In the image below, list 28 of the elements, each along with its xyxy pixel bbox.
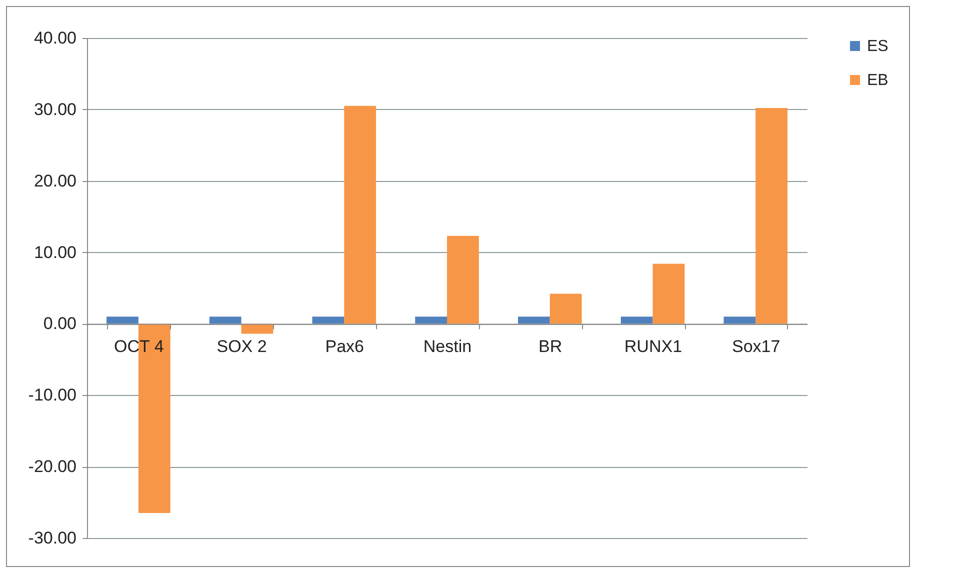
x-tick-label: BR (538, 337, 562, 356)
x-tick-label: Sox17 (732, 337, 780, 356)
bar (312, 316, 344, 324)
bar (756, 108, 788, 324)
x-tick-label: Pax6 (325, 337, 364, 356)
y-tick-label: 10.00 (34, 242, 76, 262)
x-tick-label: Nestin (423, 337, 472, 356)
y-tick-label: 30.00 (34, 100, 76, 119)
x-tick-label: RUNX1 (624, 337, 682, 356)
bar (652, 264, 685, 324)
bar (415, 316, 447, 324)
bar (518, 316, 550, 324)
bar (447, 236, 479, 324)
legend-label: ES (867, 38, 888, 55)
y-tick-label: -20.00 (28, 457, 76, 476)
y-tick-label: 40.00 (34, 28, 76, 48)
legend-label: EB (867, 72, 888, 89)
y-tick-label: 0.00 (43, 314, 76, 334)
bar (344, 106, 376, 324)
bar (724, 316, 756, 324)
y-tick-label: 20.00 (34, 171, 76, 190)
x-tick-label: SOX 2 (216, 337, 267, 356)
y-tick-label: -10.00 (28, 386, 76, 405)
bar (550, 294, 582, 324)
bar (620, 316, 653, 324)
bar (209, 316, 242, 324)
y-tick-label: -30.00 (28, 528, 76, 548)
bar (106, 316, 138, 324)
